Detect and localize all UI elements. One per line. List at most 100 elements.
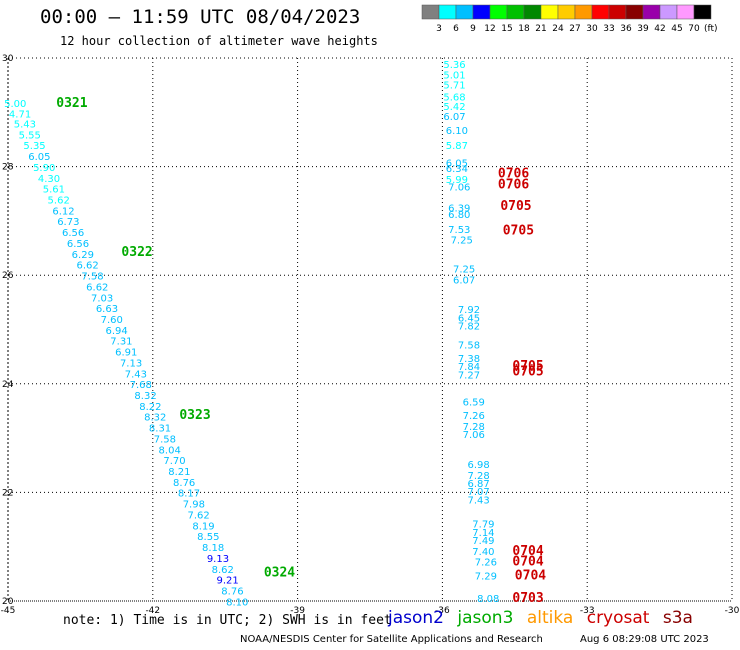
swh-value-label: 5.36: [443, 60, 465, 71]
swh-value-label: 5.42: [443, 102, 465, 113]
colorbar-label: 24: [552, 24, 564, 34]
pass-time-label: 0706: [498, 166, 529, 181]
credit-text: NOAA/NESDIS Center for Satellite Applica…: [240, 634, 543, 645]
swh-value-label: 8.32: [144, 413, 166, 424]
swh-value-label: 6.80: [448, 210, 470, 221]
pass-time-label: 0324: [264, 566, 295, 581]
swh-value-label: 5.01: [443, 71, 465, 82]
swh-value-label: 7.40: [472, 547, 494, 558]
plot-frame: [7, 57, 733, 602]
colorbar-label: 18: [518, 24, 530, 34]
swh-value-label: 6.05: [446, 159, 468, 170]
swh-value-label: 6.59: [463, 398, 485, 409]
pass-time-label: 0705: [512, 359, 543, 374]
colorbar-label: 27: [569, 24, 580, 34]
legend-jason3: jason3: [457, 608, 514, 628]
colorbar-label: 15: [501, 24, 512, 34]
pass-time-label: 0322: [121, 245, 152, 260]
swh-value-label: 7.25: [451, 236, 473, 247]
swh-value-label: 7.06: [448, 182, 470, 193]
swh-value-label: 6.56: [62, 228, 84, 239]
pass-time-label: 0705: [512, 365, 543, 380]
swh-value-label: 7.79: [472, 520, 494, 531]
pass-time-label: 0323: [179, 408, 210, 423]
legend-cryosat: cryosat: [586, 608, 650, 628]
swh-value-label: 7.62: [188, 510, 210, 521]
swh-value-label: 7.58: [458, 341, 480, 352]
pass-time-label: 0703: [512, 591, 543, 606]
swh-value-label: 7.29: [475, 571, 497, 582]
colorbar-label: 3: [436, 24, 442, 34]
swh-value-label: 8.10: [226, 597, 248, 608]
swh-value-label: 7.03: [91, 293, 113, 304]
swh-value-label: 7.25: [453, 264, 475, 275]
legend-jason2: jason2: [388, 608, 444, 628]
swh-value-label: 5.43: [14, 120, 36, 131]
swh-value-label: 8.18: [202, 543, 224, 554]
swh-value-label: 8.22: [139, 402, 161, 413]
swh-value-label: 6.45: [458, 313, 480, 324]
swh-value-label: 7.28: [463, 422, 485, 433]
swh-value-label: 6.73: [57, 217, 79, 228]
swh-value-label: 8.08: [477, 594, 499, 605]
swh-value-label: 7.92: [458, 305, 480, 316]
swh-value-label: 7.28: [467, 471, 489, 482]
chart-subtitle: 12 hour collection of altimeter wave hei…: [60, 34, 378, 48]
swh-value-label: 5.62: [48, 196, 70, 207]
swh-value-label: 7.26: [475, 558, 497, 569]
swh-value-label: 7.49: [472, 536, 494, 547]
pass-time-label: 0705: [500, 199, 531, 214]
swh-value-label: 6.63: [96, 304, 118, 315]
y-tick-label: 20: [2, 597, 14, 607]
swh-value-label: 6.39: [448, 204, 470, 215]
swh-value-label: 6.56: [67, 239, 89, 250]
legend-altika: altika: [526, 608, 574, 628]
note-text: note: 1) Time is in UTC; 2) SWH is in fe…: [63, 613, 392, 628]
x-tick-label: -33: [580, 606, 595, 616]
swh-value-label: 7.68: [130, 380, 152, 391]
pass-time-label: 0321: [56, 96, 87, 111]
satellite-legend: jason2 jason3 altika cryosat s3a: [388, 608, 701, 628]
swh-value-label: 8.76: [173, 478, 195, 489]
swh-value-label: 9.13: [207, 554, 229, 565]
swh-value-label: 6.62: [77, 261, 99, 272]
swh-value-label: 5.90: [33, 163, 55, 174]
swh-value-label: 7.43: [125, 369, 147, 380]
swh-value-label: 7.60: [101, 315, 123, 326]
swh-value-label: 5.55: [19, 130, 41, 141]
timestamp-text: Aug 6 08:29:08 UTC 2023: [580, 634, 709, 645]
swh-value-label: 7.58: [154, 434, 176, 445]
colorbar-label: 45: [671, 24, 682, 34]
colorbar-label: 21: [535, 24, 546, 34]
colorbar-label: 70: [688, 24, 700, 34]
colorbar-label: 30: [586, 24, 598, 34]
wave-height-colorbar: 3 6 9 12 15 18 21 24 27 30 33 36 39 42 45 70 (ft): [421, 4, 718, 34]
swh-value-label: 6.07: [453, 275, 475, 286]
swh-value-label: 6.07: [443, 112, 465, 123]
swh-value-label: 8.76: [221, 586, 243, 597]
colorbar-swatch: [693, 4, 712, 20]
swh-value-label: 9.21: [216, 576, 238, 587]
swh-value-label: 6.62: [86, 282, 108, 293]
swh-value-label: 4.71: [9, 110, 31, 121]
x-tick-label: -39: [290, 606, 305, 616]
swh-value-label: 6.94: [105, 326, 127, 337]
pass-time-label: 0705: [503, 223, 534, 238]
y-tick-label: 24: [2, 380, 14, 390]
swh-value-label: 8.17: [178, 489, 200, 500]
swh-value-label: 8.21: [168, 467, 190, 478]
swh-value-label: 8.04: [159, 445, 181, 456]
swh-value-label: 7.14: [472, 528, 494, 539]
x-tick-label: -42: [145, 606, 160, 616]
swh-value-label: 7.27: [458, 370, 480, 381]
swh-value-label: 8.62: [212, 565, 234, 576]
pass-time-label: 0704: [515, 568, 546, 583]
swh-value-label: 7.53: [448, 225, 470, 236]
swh-value-label: 7.98: [183, 500, 205, 511]
swh-value-label: 8.19: [192, 521, 214, 532]
swh-value-label: 6.29: [72, 250, 94, 261]
swh-value-label: 5.68: [443, 92, 465, 103]
colorbar-label: 6: [453, 24, 459, 34]
swh-value-label: 5.35: [23, 141, 45, 152]
